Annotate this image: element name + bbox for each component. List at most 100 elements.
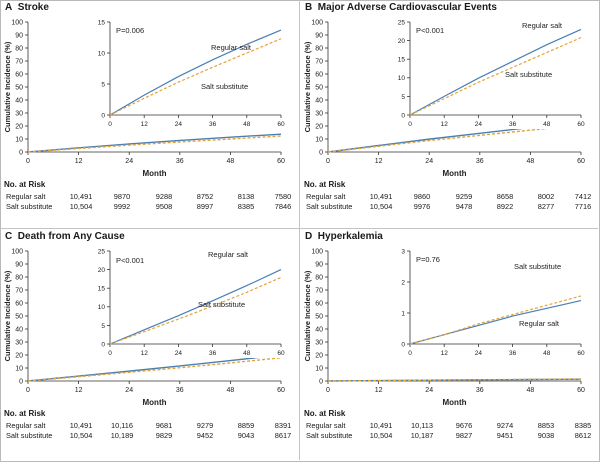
series-line-salt-substitute — [327, 378, 582, 382]
series-line-salt-substitute — [27, 357, 282, 382]
y-tick-label: 10 — [315, 365, 323, 372]
risk-cell: 8922 — [496, 202, 514, 211]
x-tick-label: 0 — [408, 350, 412, 357]
risk-cell: 9508 — [155, 202, 173, 211]
p-value: P=0.006 — [116, 26, 144, 35]
panel-title-text: Major Adverse Cardiovascular Events — [317, 2, 497, 13]
risk-cell: 9451 — [496, 431, 514, 440]
series-line-regular-salt — [27, 354, 282, 382]
x-tick-label: 48 — [227, 387, 235, 394]
y-tick-label: 80 — [315, 45, 323, 52]
y-tick-label: 20 — [315, 123, 323, 130]
x-tick-label: 0 — [26, 387, 30, 394]
y-tick-label: 1 — [401, 310, 405, 317]
y-tick-label: 50 — [15, 313, 23, 320]
series-label: Regular salt — [208, 250, 249, 259]
x-tick-label: 48 — [227, 158, 235, 165]
risk-cell: 9976 — [413, 202, 431, 211]
risk-cell: 8385 — [574, 421, 592, 430]
y-tick-label: 100 — [11, 19, 23, 26]
x-tick-label: 60 — [577, 350, 585, 357]
y-tick-label: 100 — [11, 248, 23, 255]
y-tick-label: 25 — [398, 19, 406, 26]
panel-d: D Hyperkalemia 0 12 24 36 48 60 0 10 20 30 40 50 60 7… — [300, 229, 600, 460]
panel-letter: D — [305, 231, 313, 242]
y-tick-label: 0 — [319, 378, 323, 385]
p-value: P<0.001 — [416, 26, 444, 35]
risk-row-label: Salt substitute — [6, 431, 53, 440]
risk-cell: 8752 — [196, 192, 214, 201]
x-tick-label: 12 — [141, 350, 149, 357]
risk-header: No. at Risk — [304, 409, 346, 418]
y-tick-label: 60 — [15, 300, 23, 307]
risk-cell: 9829 — [155, 431, 173, 440]
risk-cell: 8617 — [274, 431, 292, 440]
y-tick-label: 15 — [98, 286, 106, 293]
risk-row-label: Regular salt — [6, 421, 46, 430]
y-axis-label: Cumulative Incidence (%) — [3, 270, 12, 361]
y-tick-label: 90 — [15, 32, 23, 39]
y-tick-label: 2 — [401, 279, 405, 286]
risk-cell: 10,491 — [69, 192, 93, 201]
x-tick-label: 24 — [425, 158, 433, 165]
risk-cell: 10,116 — [110, 421, 134, 430]
panel-title: B Major Adverse Cardiovascular Events — [305, 2, 497, 13]
y-tick-label: 0 — [101, 112, 105, 119]
y-tick-label: 60 — [315, 71, 323, 78]
y-tick-label: 60 — [315, 300, 323, 307]
series-line-regular-salt — [409, 300, 582, 345]
risk-cell: 8385 — [237, 202, 255, 211]
series-line-salt-substitute — [327, 124, 582, 153]
x-tick-label: 24 — [125, 387, 133, 394]
x-tick-label: 24 — [475, 350, 483, 357]
risk-cell: 10,187 — [410, 431, 434, 440]
x-tick-label: 24 — [175, 350, 183, 357]
risk-cell: 10,491 — [69, 421, 93, 430]
series-line-salt-substitute — [409, 37, 582, 116]
y-tick-label: 5 — [101, 81, 105, 88]
risk-cell: 10,113 — [410, 421, 434, 430]
x-axis-label: Month — [143, 169, 167, 178]
risk-cell: 9288 — [155, 192, 173, 201]
series-label: Salt substitute — [201, 82, 248, 91]
y-tick-label: 0 — [319, 149, 323, 156]
y-tick-label: 20 — [315, 352, 323, 359]
series-label: Salt substitute — [198, 300, 245, 309]
y-tick-label: 0 — [401, 341, 405, 348]
y-tick-label: 40 — [315, 326, 323, 333]
risk-cell: 7846 — [274, 202, 292, 211]
x-tick-label: 0 — [108, 350, 112, 357]
y-tick-label: 0 — [19, 149, 23, 156]
y-tick-label: 90 — [15, 261, 23, 268]
x-tick-label: 36 — [176, 387, 184, 394]
x-tick-label: 0 — [408, 121, 412, 128]
x-tick-label: 36 — [509, 350, 517, 357]
chart-svg: 0 12 24 36 48 600102030405060708090100MonthCu… — [303, 247, 585, 407]
risk-cell: 10,504 — [69, 431, 93, 440]
x-tick-label: 12 — [375, 387, 383, 394]
risk-cell: 10,504 — [69, 202, 93, 211]
risk-cell: 9676 — [455, 421, 473, 430]
risk-cell: 10,504 — [369, 431, 393, 440]
y-tick-label: 0 — [101, 341, 105, 348]
risk-cell: 8997 — [196, 202, 214, 211]
y-axis-label: Cumulative Incidence (%) — [303, 41, 312, 132]
series-line-regular-salt — [109, 269, 282, 345]
risk-header: No. at Risk — [4, 409, 46, 418]
risk-cell: 9452 — [196, 431, 214, 440]
risk-cell: 9827 — [455, 431, 473, 440]
x-tick-label: 48 — [527, 387, 535, 394]
y-tick-label: 30 — [315, 339, 323, 346]
x-tick-label: 12 — [75, 158, 83, 165]
panel-title-text: Hyperkalemia — [317, 231, 383, 242]
risk-row-regular: Regular salt 10,491 9870 9288 8752 8138 … — [4, 192, 296, 202]
x-tick-label: 36 — [476, 158, 484, 165]
y-tick-label: 50 — [315, 313, 323, 320]
risk-cell: 8138 — [237, 192, 255, 201]
y-tick-label: 5 — [101, 323, 105, 330]
panel-title: D Hyperkalemia — [305, 231, 383, 242]
risk-row-substitute: Salt substitute 10,504 9976 9478 8922 82… — [304, 202, 596, 212]
y-tick-label: 70 — [15, 58, 23, 65]
x-tick-label: 0 — [26, 158, 30, 165]
y-tick-label: 80 — [315, 274, 323, 281]
